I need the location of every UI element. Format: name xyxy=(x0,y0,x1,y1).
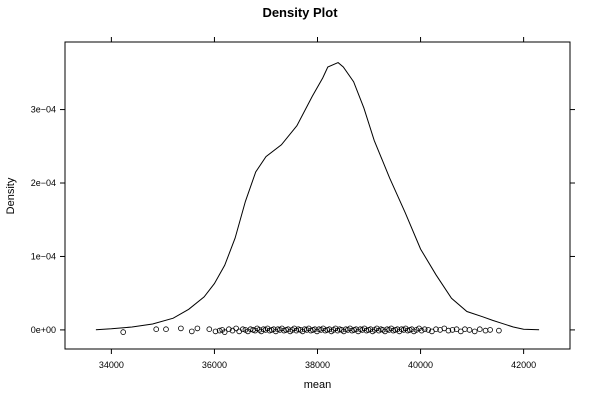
rug-point xyxy=(487,327,493,333)
x-tick-label: 36000 xyxy=(202,360,227,370)
rug-point xyxy=(421,326,428,333)
rug-point xyxy=(236,328,243,335)
rug-point xyxy=(476,326,483,333)
rug-point xyxy=(482,327,489,334)
y-axis-label: Density xyxy=(5,177,17,214)
rug-point xyxy=(178,325,184,332)
rug-point xyxy=(189,328,195,335)
rug-point xyxy=(206,326,213,333)
rug-point xyxy=(221,329,228,335)
x-tick-label: 34000 xyxy=(99,360,124,370)
x-axis-ticks: 34000 36000 38000 40000 42000 xyxy=(99,37,536,370)
rug-point xyxy=(240,326,246,333)
x-tick-label: 38000 xyxy=(305,360,330,370)
y-tick-label: 0e+00 xyxy=(31,325,56,335)
rug-point xyxy=(425,327,432,333)
y-tick-label: 3e−04 xyxy=(31,105,56,115)
rug-point xyxy=(462,326,468,333)
rug-point xyxy=(453,326,460,333)
rug-point xyxy=(418,327,425,334)
rug-point xyxy=(466,327,473,333)
y-tick-label: 1e−04 xyxy=(31,251,56,261)
chart-title: Density Plot xyxy=(262,5,338,20)
x-tick-label: 42000 xyxy=(511,360,536,370)
rug-point xyxy=(433,326,439,333)
rug-points-layer xyxy=(120,325,502,335)
rug-point xyxy=(496,327,502,334)
rug-point xyxy=(445,327,452,334)
rug-point xyxy=(449,327,456,333)
x-tick-label: 40000 xyxy=(408,360,433,370)
rug-point xyxy=(194,325,201,332)
rug-point xyxy=(163,326,169,333)
density-curve-layer xyxy=(95,62,540,331)
x-axis-label: mean xyxy=(304,379,332,391)
rug-point xyxy=(471,328,478,335)
rug-point xyxy=(153,326,160,333)
y-tick-label: 2e−04 xyxy=(31,178,56,188)
rug-point xyxy=(233,325,239,332)
rug-point xyxy=(216,327,223,334)
rug-point xyxy=(212,328,219,335)
y-axis-ticks: 0e+00 1e−04 2e−04 3e−04 xyxy=(31,105,575,335)
rug-point xyxy=(226,326,232,333)
rug-point xyxy=(120,329,126,335)
density-line xyxy=(95,62,540,331)
